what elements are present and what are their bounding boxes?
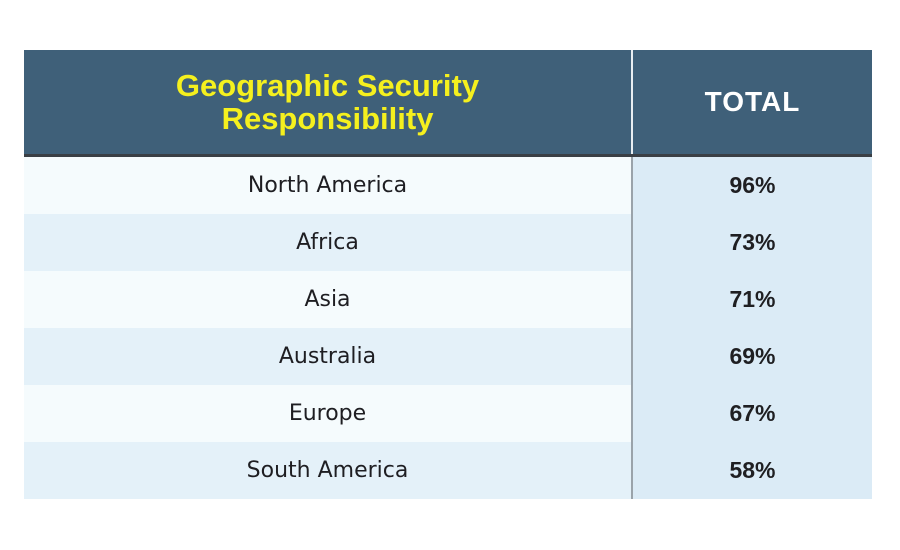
column-divider	[631, 328, 633, 385]
region-cell: South America	[24, 442, 631, 499]
table-row: Africa 73%	[24, 214, 872, 271]
region-cell: Australia	[24, 328, 631, 385]
header-title-line1: Geographic Security	[175, 68, 480, 103]
table-row: Asia 71%	[24, 271, 872, 328]
column-divider	[631, 271, 633, 328]
header-region-column: Geographic Security Responsibility	[24, 50, 631, 154]
total-cell: 58%	[633, 442, 872, 499]
table-header: Geographic Security Responsibility TOTAL	[24, 50, 872, 157]
region-cell: Asia	[24, 271, 631, 328]
table-row: Australia 69%	[24, 328, 872, 385]
region-cell: Africa	[24, 214, 631, 271]
column-divider	[631, 214, 633, 271]
table-row: Europe 67%	[24, 385, 872, 442]
table-row: South America 58%	[24, 442, 872, 499]
table-row: North America 96%	[24, 157, 872, 214]
total-cell: 71%	[633, 271, 872, 328]
header-title-line2: Responsibility	[221, 101, 434, 136]
column-divider	[631, 442, 633, 499]
column-divider	[631, 385, 633, 442]
total-cell: 96%	[633, 157, 872, 214]
column-divider	[631, 157, 633, 214]
region-cell: North America	[24, 157, 631, 214]
region-cell: Europe	[24, 385, 631, 442]
header-total-column: TOTAL	[704, 86, 801, 117]
total-cell: 67%	[633, 385, 872, 442]
total-cell: 69%	[633, 328, 872, 385]
header-divider	[631, 50, 633, 154]
table-body: North America 96% Africa 73% Asia 71% Australi…	[24, 157, 872, 499]
total-cell: 73%	[633, 214, 872, 271]
security-responsibility-table: Geographic Security Responsibility TOTAL…	[24, 50, 872, 499]
